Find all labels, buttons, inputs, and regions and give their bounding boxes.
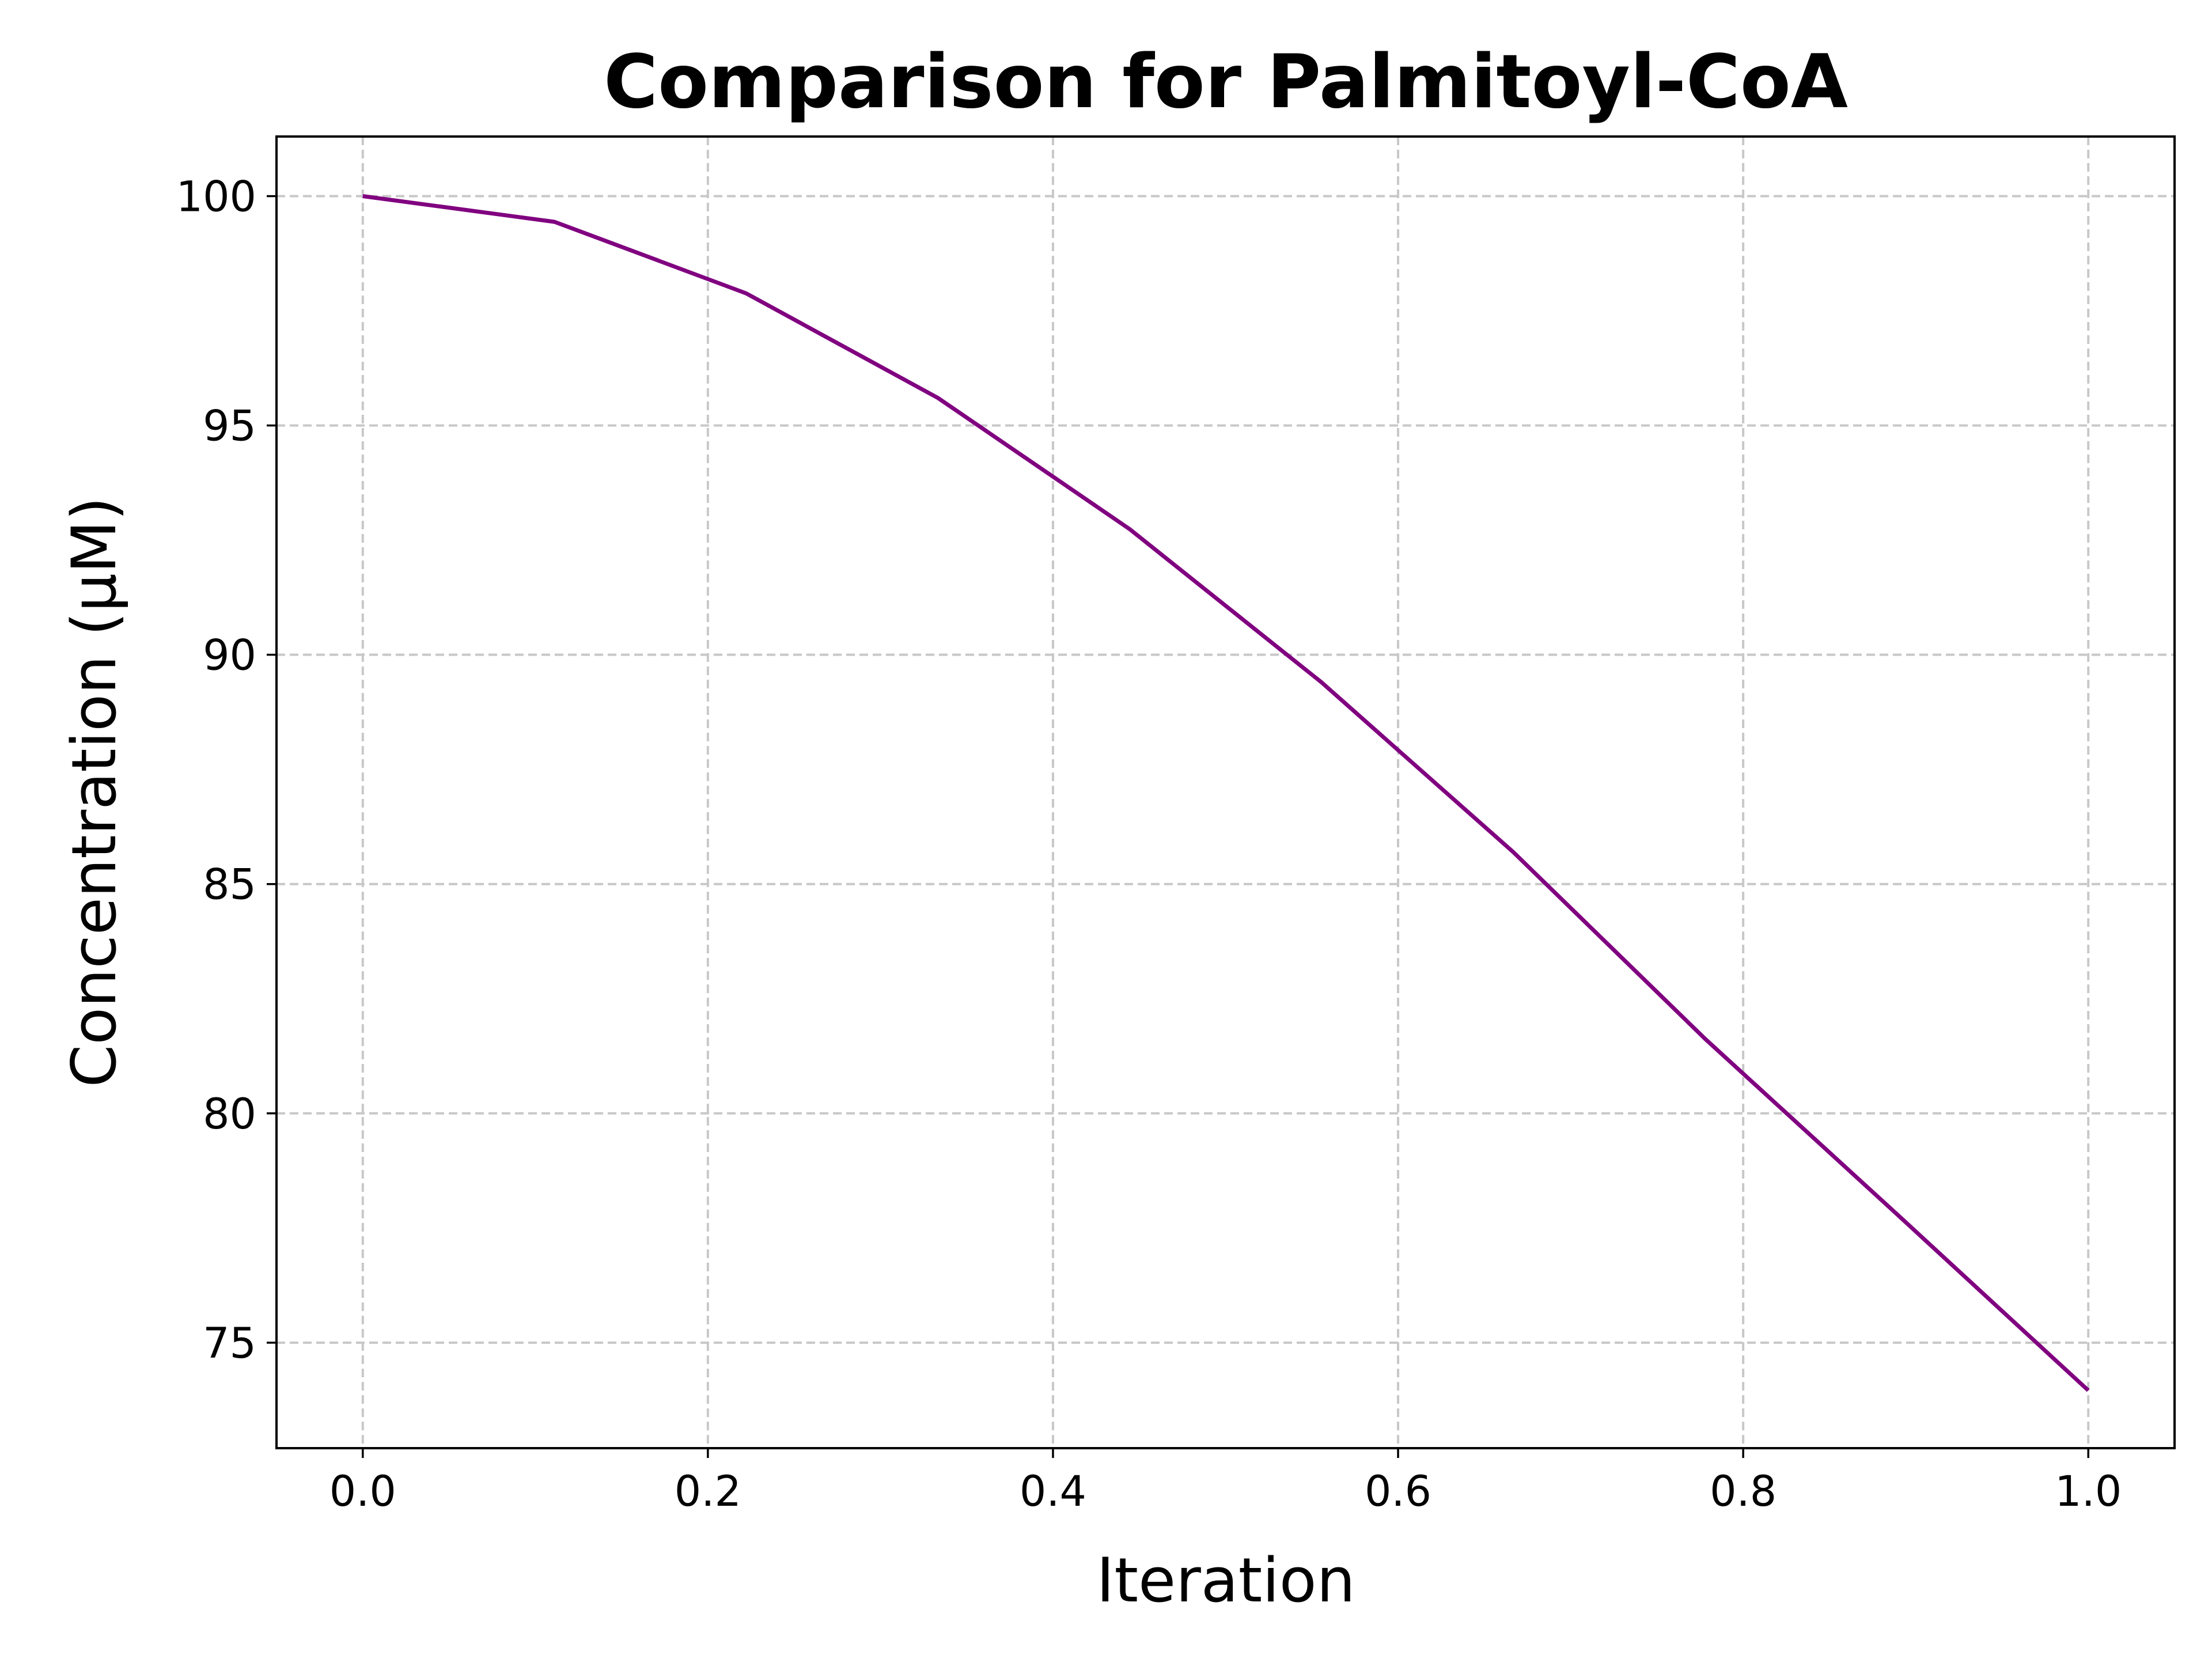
y-tick-label: 90 <box>203 631 256 680</box>
x-tick-label: 0.2 <box>675 1467 741 1516</box>
x-tick-label: 0.6 <box>1365 1467 1431 1516</box>
x-tick-label: 0.0 <box>329 1467 396 1516</box>
plot-frame <box>275 135 2176 1449</box>
grid-lines <box>276 137 2175 1448</box>
x-axis-label: Iteration <box>1096 1545 1355 1616</box>
series-layer <box>362 194 2090 1392</box>
series-line <box>362 194 2090 1392</box>
y-axis-label: Concentration (μM) <box>59 497 130 1087</box>
x-tick-label: 0.4 <box>1020 1467 1086 1516</box>
axis-ticks: 0.0 0.2 0.4 0.6 0.8 1.0 75 80 85 90 95 100 <box>176 173 2122 1517</box>
chart-title: Comparison for Palmitoyl-CoA <box>604 39 1848 125</box>
y-tick-label: 95 <box>203 402 256 451</box>
y-tick-label: 80 <box>203 1090 256 1139</box>
y-tick-label: 100 <box>176 173 256 222</box>
x-tick-label: 0.8 <box>1710 1467 1777 1516</box>
y-tick-label: 85 <box>203 861 256 910</box>
x-tick-label: 1.0 <box>2055 1467 2122 1516</box>
y-tick-label: 75 <box>203 1319 256 1368</box>
